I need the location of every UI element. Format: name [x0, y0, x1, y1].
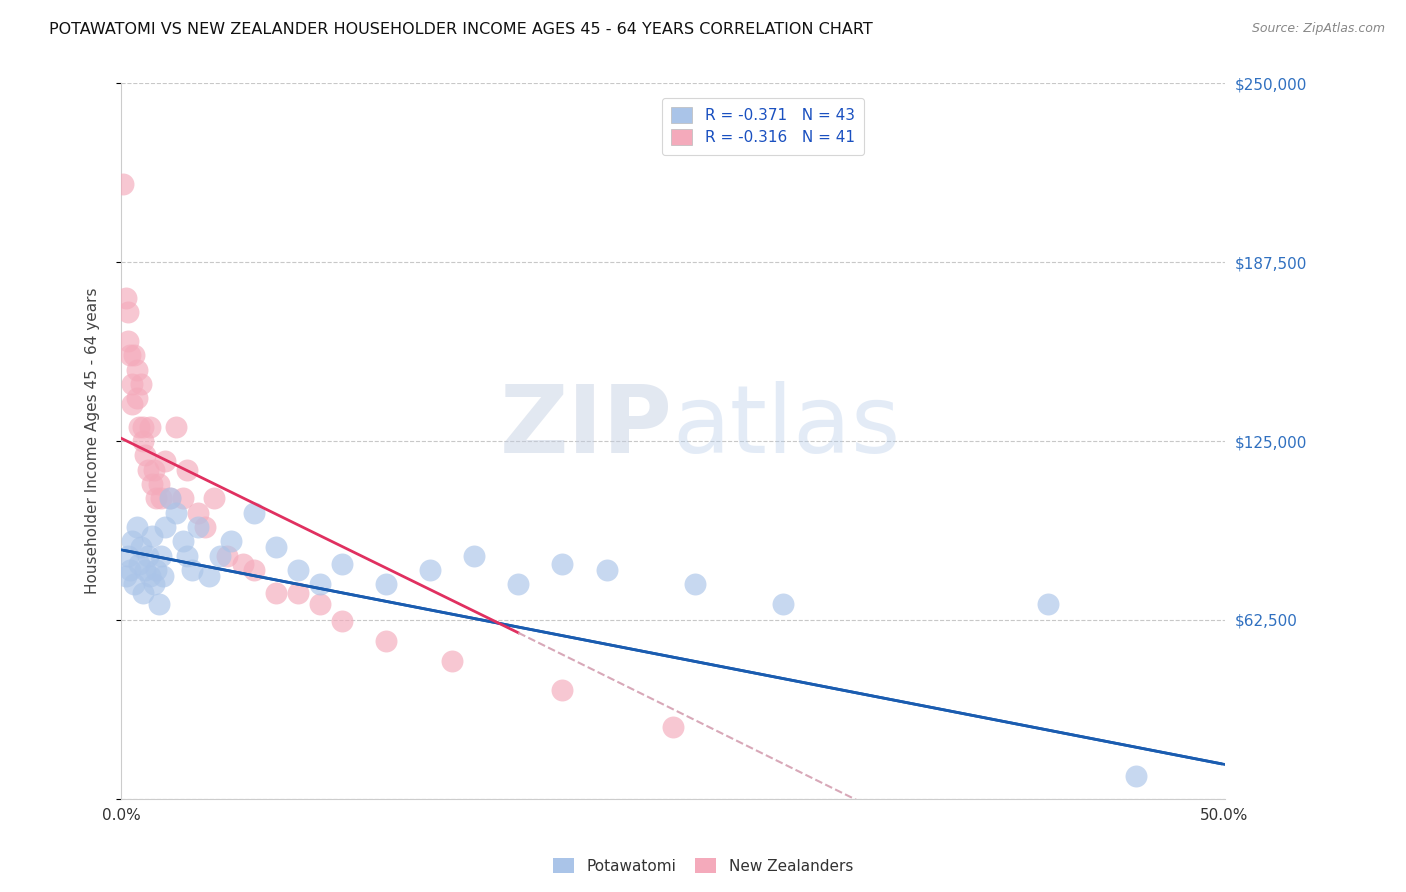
Point	[308, 597, 330, 611]
Point	[242, 506, 264, 520]
Point	[143, 577, 166, 591]
Point	[132, 434, 155, 449]
Point	[595, 563, 617, 577]
Point	[231, 557, 253, 571]
Point	[662, 720, 685, 734]
Point	[194, 520, 217, 534]
Point	[330, 557, 353, 571]
Point	[1036, 597, 1059, 611]
Point	[463, 549, 485, 563]
Point	[165, 506, 187, 520]
Point	[148, 477, 170, 491]
Legend: R = -0.371   N = 43, R = -0.316   N = 41: R = -0.371 N = 43, R = -0.316 N = 41	[662, 98, 863, 154]
Point	[242, 563, 264, 577]
Point	[1125, 769, 1147, 783]
Point	[118, 348, 141, 362]
Point	[128, 557, 150, 571]
Point	[159, 491, 181, 506]
Point	[114, 291, 136, 305]
Point	[149, 549, 172, 563]
Point	[419, 563, 441, 577]
Point	[172, 534, 194, 549]
Text: atlas: atlas	[673, 381, 901, 473]
Point	[124, 348, 146, 362]
Point	[129, 376, 152, 391]
Point	[148, 597, 170, 611]
Point	[375, 577, 398, 591]
Point	[152, 568, 174, 582]
Point	[117, 305, 139, 319]
Point	[176, 463, 198, 477]
Point	[125, 362, 148, 376]
Point	[112, 177, 135, 191]
Point	[187, 520, 209, 534]
Point	[172, 491, 194, 506]
Point	[128, 419, 150, 434]
Point	[132, 586, 155, 600]
Point	[287, 563, 309, 577]
Point	[221, 534, 243, 549]
Point	[264, 540, 287, 554]
Point	[134, 563, 156, 577]
Text: ZIP: ZIP	[501, 381, 673, 473]
Point	[139, 568, 162, 582]
Point	[149, 491, 172, 506]
Point	[117, 334, 139, 348]
Point	[187, 506, 209, 520]
Point	[330, 615, 353, 629]
Point	[551, 683, 574, 698]
Point	[117, 549, 139, 563]
Point	[308, 577, 330, 591]
Point	[132, 419, 155, 434]
Point	[441, 654, 464, 668]
Point	[129, 540, 152, 554]
Point	[180, 563, 202, 577]
Point	[209, 549, 232, 563]
Point	[176, 549, 198, 563]
Point	[287, 586, 309, 600]
Point	[375, 634, 398, 648]
Point	[121, 534, 143, 549]
Point	[145, 563, 167, 577]
Text: Source: ZipAtlas.com: Source: ZipAtlas.com	[1251, 22, 1385, 36]
Point	[165, 419, 187, 434]
Point	[134, 449, 156, 463]
Point	[508, 577, 530, 591]
Point	[125, 520, 148, 534]
Point	[145, 491, 167, 506]
Point	[683, 577, 706, 591]
Point	[121, 397, 143, 411]
Point	[118, 563, 141, 577]
Point	[136, 463, 159, 477]
Point	[155, 454, 177, 468]
Point	[141, 477, 163, 491]
Point	[264, 586, 287, 600]
Point	[155, 520, 177, 534]
Point	[125, 391, 148, 405]
Point	[141, 528, 163, 542]
Y-axis label: Householder Income Ages 45 - 64 years: Householder Income Ages 45 - 64 years	[86, 288, 100, 594]
Point	[198, 568, 221, 582]
Point	[159, 491, 181, 506]
Text: POTAWATOMI VS NEW ZEALANDER HOUSEHOLDER INCOME AGES 45 - 64 YEARS CORRELATION CH: POTAWATOMI VS NEW ZEALANDER HOUSEHOLDER …	[49, 22, 873, 37]
Point	[772, 597, 794, 611]
Point	[124, 577, 146, 591]
Point	[143, 463, 166, 477]
Point	[121, 376, 143, 391]
Point	[139, 419, 162, 434]
Point	[202, 491, 225, 506]
Point	[136, 549, 159, 563]
Point	[215, 549, 238, 563]
Point	[114, 568, 136, 582]
Legend: Potawatomi, New Zealanders: Potawatomi, New Zealanders	[547, 852, 859, 880]
Point	[551, 557, 574, 571]
